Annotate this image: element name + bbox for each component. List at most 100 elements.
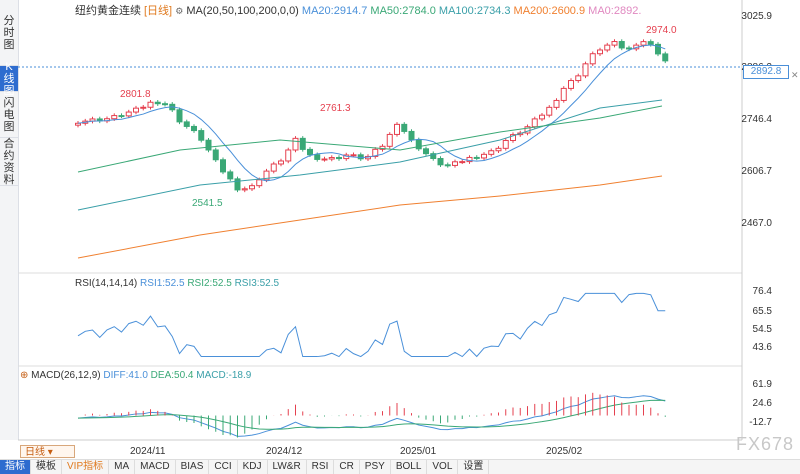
candle-body — [626, 47, 632, 50]
toolbar-lwr-button[interactable]: LW&R — [268, 460, 307, 474]
period-button-label: 日线 — [25, 447, 45, 458]
toolbar-vip-button[interactable]: VIP指标 — [62, 460, 110, 474]
toolbar-bias-button[interactable]: BIAS — [176, 460, 210, 474]
candle-body — [321, 158, 328, 161]
sidebar-tab-char: 闪 — [3, 96, 15, 109]
sidebar-tab-char: 料 — [3, 173, 15, 186]
toolbar-kdj-button[interactable]: KDJ — [238, 460, 268, 474]
axis-label: 54.5 — [752, 324, 772, 335]
candle-body — [452, 161, 458, 166]
candle-body — [328, 157, 335, 160]
candle-body — [655, 43, 661, 55]
chevron-down-icon: ▾ — [47, 447, 53, 458]
indicator-toolbar: 指标 模板 VIP指标 MA MACD BIAS CCI KDJ LW&R RSI CR PSY BOL… — [0, 459, 800, 474]
toolbar-psy-button[interactable]: PSY — [360, 460, 391, 474]
candle-body — [560, 87, 567, 101]
macd-diff-line — [77, 395, 666, 437]
sidebar-tab-char: 约 — [3, 149, 15, 162]
candle-body — [249, 185, 255, 190]
annotation-low1: 2541.5 — [192, 198, 223, 209]
sidebar-tab-char: 合 — [3, 137, 15, 150]
candle-body — [517, 132, 524, 136]
xaxis-label: 2024/12 — [266, 446, 303, 457]
ma-values: MA20:2914.7 MA50:2784.0 MA100:2734.3 MA2… — [302, 5, 641, 17]
axis-label: 61.9 — [752, 379, 772, 390]
axis-label: 2606.7 — [741, 166, 772, 177]
candle-body — [75, 122, 81, 126]
candle-body — [285, 149, 292, 162]
chart-header: 纽约黄金连续 [日线] ⚙ MA(20,50,100,200,0,0) MA20:… — [75, 2, 641, 18]
candle-body — [191, 125, 197, 132]
candle-body — [176, 109, 183, 123]
toolbar-macd-button[interactable]: MACD — [135, 460, 176, 474]
toolbar-ma-button[interactable]: MA — [109, 460, 136, 474]
candle-body — [82, 120, 89, 124]
candle-body — [350, 154, 357, 157]
candle-body — [147, 101, 154, 108]
candle-body — [96, 118, 103, 122]
rsi-line — [77, 292, 666, 358]
candle-body — [466, 156, 473, 163]
close-icon[interactable]: ✕ — [791, 70, 799, 80]
candle-body — [415, 139, 422, 150]
candle-body — [423, 148, 429, 155]
candle-body — [357, 154, 364, 160]
candle-body — [212, 149, 219, 161]
axis-label: 2467.0 — [741, 218, 772, 229]
annotation-high1: 2801.8 — [120, 89, 151, 100]
sidebar-tab-2[interactable]: 闪电图 — [0, 92, 18, 138]
instrument-name: 纽约黄金连续 — [75, 5, 141, 17]
candle-body — [379, 145, 386, 150]
candle-body — [633, 44, 640, 50]
candle-body — [227, 171, 234, 180]
candle-body — [546, 106, 553, 116]
candle-body — [531, 118, 538, 128]
axis-label: -12.7 — [749, 417, 772, 428]
last-price-badge: 2892.8 — [743, 65, 789, 79]
sidebar-tab-char: K — [5, 60, 13, 73]
candle-body — [336, 157, 342, 160]
rsi.v-value-1: RSI2:52.5 — [187, 278, 235, 289]
macd-label: MACD(26,12,9) — [31, 370, 101, 381]
candle-body — [640, 41, 647, 46]
candle-body — [589, 53, 596, 65]
candle-body — [111, 115, 118, 120]
candle-body — [647, 41, 654, 45]
settings-icon[interactable]: ⚙ — [175, 6, 184, 16]
candle-body — [575, 75, 582, 82]
toolbar-rsi-button[interactable]: RSI — [307, 460, 335, 474]
sidebar-tab-char: 图 — [3, 38, 15, 51]
candle-body — [89, 118, 96, 122]
candle-body — [263, 170, 270, 181]
toolbar--button[interactable]: 指标 — [0, 460, 31, 474]
toolbar-vol-button[interactable]: VOL — [427, 460, 459, 474]
candle-body — [241, 188, 248, 191]
header.ma-value-1: MA50:2784.0 — [370, 5, 439, 17]
macd-header: ⊕ MACD(26,12,9) DIFF:41.0 DEA:50.4 MACD:… — [20, 370, 251, 381]
ma100-line — [77, 99, 663, 211]
candle-body — [205, 139, 212, 151]
rsi-header: RSI(14,14,14) RSI1:52.5 RSI2:52.5 RSI3:5… — [75, 278, 279, 289]
toolbar-cr-button[interactable]: CR — [334, 460, 360, 474]
candle-body — [198, 130, 205, 141]
target-icon[interactable]: ⊕ — [20, 370, 29, 381]
period-dropdown[interactable]: 日线 ▾ — [20, 445, 75, 458]
toolbar-cci-button[interactable]: CCI — [209, 460, 238, 474]
candle-body — [307, 148, 313, 156]
period-label[interactable]: [日线] — [144, 5, 173, 17]
ma200-line — [77, 175, 663, 259]
watermark: FX678 — [735, 434, 794, 454]
toolbar--button[interactable]: 模板 — [31, 460, 62, 474]
candle-body — [118, 115, 125, 118]
sidebar-tab-char: 电 — [3, 108, 15, 121]
header.ma-value-2: MA100:2734.3 — [438, 5, 514, 17]
candle-body — [386, 133, 393, 147]
toolbar--button[interactable]: 设置 — [458, 460, 490, 474]
candle-body — [125, 111, 132, 117]
toolbar-boll-button[interactable]: BOLL — [391, 460, 428, 474]
candle-body — [299, 137, 306, 150]
sidebar-tab-0[interactable]: 分时图 — [0, 0, 18, 66]
sidebar-tab-3[interactable]: 合约资料 — [0, 138, 18, 186]
